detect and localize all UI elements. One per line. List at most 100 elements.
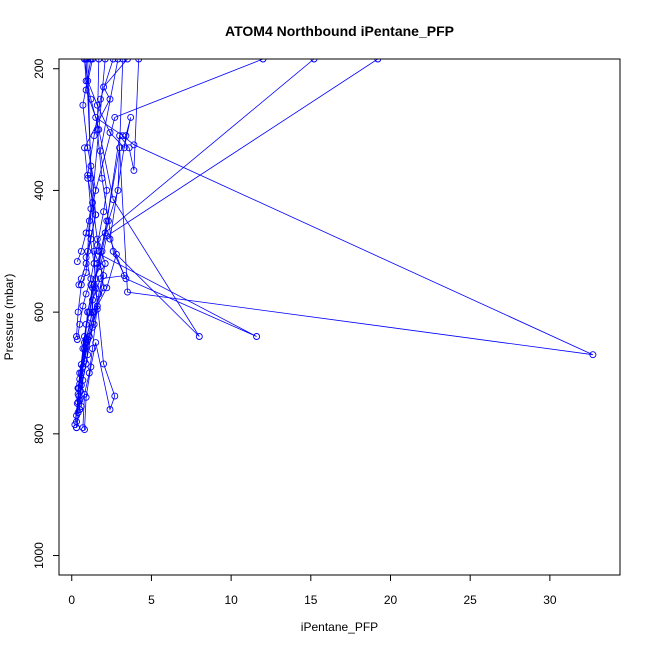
data-point [101, 59, 109, 63]
data-point [75, 384, 83, 392]
data-point [101, 260, 109, 267]
data-point [96, 263, 104, 270]
data-point [310, 59, 318, 63]
x-tick-label: 20 [384, 593, 398, 607]
data-point [374, 59, 382, 63]
data-point [90, 132, 98, 140]
y-tick-label: 200 [32, 58, 46, 78]
data-point [74, 308, 82, 316]
y-tick-label: 400 [32, 180, 46, 200]
data-point [93, 302, 101, 310]
data-point [100, 360, 108, 368]
data-point [111, 392, 119, 400]
data-point [96, 147, 104, 155]
data-point [90, 320, 98, 328]
data-point [76, 320, 84, 328]
x-tick-label: 0 [68, 593, 75, 607]
data-point [93, 101, 101, 109]
data-point [81, 426, 88, 434]
y-axis: 200 400 600 800 1000 [32, 58, 59, 569]
data-point [82, 253, 90, 261]
data-point [120, 144, 128, 152]
data-point [73, 424, 80, 432]
data-point [103, 232, 111, 240]
data-point [124, 59, 131, 63]
data-point [100, 208, 108, 216]
data-point [253, 333, 261, 340]
data-point [125, 144, 133, 152]
data-point [85, 369, 93, 377]
x-tick-label: 25 [464, 593, 478, 607]
data-point [92, 113, 100, 121]
data-point [259, 59, 267, 63]
data-point [73, 336, 81, 343]
data-point [77, 247, 85, 255]
data-point [130, 141, 138, 149]
y-tick-label: 1000 [32, 542, 46, 569]
data-point [84, 171, 92, 179]
data-point [116, 144, 124, 152]
data-point [103, 217, 111, 225]
series-line-5 [79, 59, 257, 410]
data-point [81, 390, 88, 398]
data-point [90, 260, 98, 267]
data-point [92, 211, 100, 219]
data-point [92, 339, 100, 347]
data-point [130, 166, 138, 174]
data-point [81, 339, 88, 347]
data-point [85, 333, 93, 340]
series-line-12 [78, 59, 128, 285]
x-axis: 0 5 10 15 20 25 30 [68, 575, 557, 607]
data-point [109, 59, 117, 63]
data-point [119, 59, 127, 63]
plot-frame [58, 58, 621, 576]
data-point [93, 241, 101, 249]
data-point [75, 281, 83, 289]
series-line-15 [76, 59, 97, 428]
data-point [87, 363, 95, 371]
y-tick-label: 800 [32, 423, 46, 443]
data-point [114, 59, 122, 63]
data-point [82, 77, 90, 85]
data-point [106, 95, 114, 103]
series-line-7 [84, 59, 116, 430]
data-point [195, 333, 203, 340]
data-point [122, 275, 130, 283]
data-point [103, 186, 111, 194]
data-point [127, 113, 135, 121]
data-point [109, 247, 117, 255]
x-tick-label: 30 [543, 593, 557, 607]
data-point [106, 406, 114, 413]
y-axis-label: Pressure (mbar) [2, 274, 16, 361]
data-point [92, 186, 100, 194]
data-point [84, 308, 92, 316]
series-line-6 [80, 59, 315, 407]
data-point [89, 284, 96, 292]
data-point [84, 351, 92, 359]
data-point [119, 132, 127, 140]
data-point [79, 101, 87, 109]
data-point [81, 144, 88, 152]
series-line-9 [77, 59, 379, 403]
data-point [76, 396, 84, 404]
data-point [77, 275, 85, 283]
data-point [82, 59, 90, 63]
plot-area [71, 59, 597, 434]
x-tick-label: 15 [304, 593, 318, 607]
x-tick-label: 5 [148, 593, 155, 607]
data-point [85, 229, 93, 237]
x-tick-label: 10 [224, 593, 238, 607]
data-point [73, 333, 80, 340]
chart-title: ATOM4 Northbound iPentane_PFP [225, 23, 454, 39]
series-line-4 [77, 59, 200, 413]
data-point [135, 59, 143, 63]
data-point [109, 196, 117, 204]
x-axis-label: iPentane_PFP [301, 620, 378, 634]
y-tick-label: 600 [32, 302, 46, 322]
data-point [81, 357, 88, 365]
data-point [124, 288, 131, 296]
data-point [100, 284, 108, 292]
series-line-3 [76, 59, 594, 416]
data-point [82, 290, 90, 298]
data-point [589, 351, 597, 359]
